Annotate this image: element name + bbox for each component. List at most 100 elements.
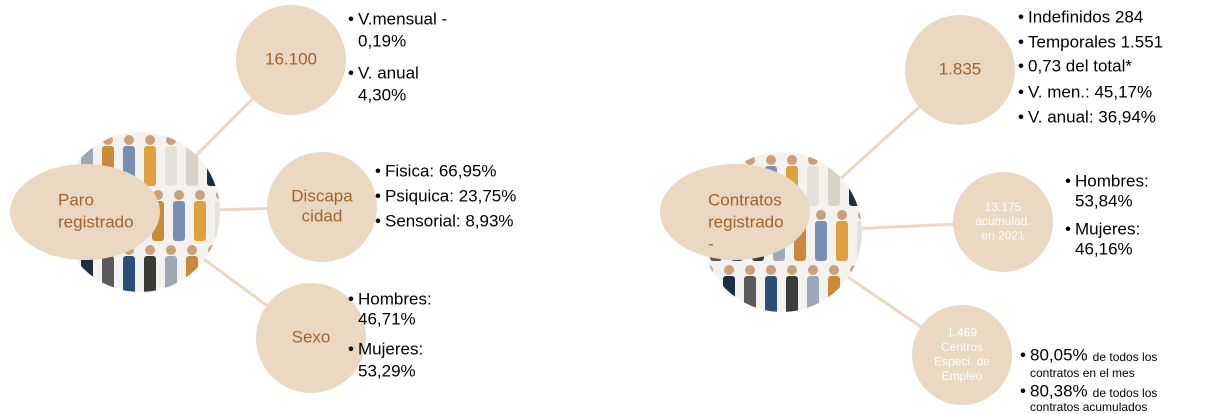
node-label: acumulad. <box>975 214 1030 228</box>
figure-head <box>195 190 205 200</box>
figure-head <box>850 265 860 275</box>
bullet-dot: • <box>348 9 354 28</box>
figure-body <box>144 146 156 186</box>
bullet-text: Fisica: 66,95% <box>385 161 497 180</box>
bullet-text: contratos acumulados <box>1030 400 1147 414</box>
figure-body <box>173 201 185 241</box>
figure-head <box>124 135 134 145</box>
bullet-text: 0,73 del total* <box>1028 56 1132 75</box>
bullet-dot: • <box>375 161 381 180</box>
figure-head <box>61 135 71 145</box>
node-label: Discapa <box>291 186 353 205</box>
figure-head <box>745 265 755 275</box>
figure-head <box>208 245 218 255</box>
figure-body <box>165 146 177 186</box>
bullet-text: 0,19% <box>358 31 406 50</box>
bullet-text: de todos los <box>1093 350 1158 364</box>
bullet-dot: • <box>375 211 381 230</box>
bullet-dot: • <box>1018 56 1024 75</box>
figure-body <box>186 256 198 296</box>
figure-head <box>187 245 197 255</box>
hub-label: Contratos <box>708 190 782 209</box>
figure-head <box>103 135 113 145</box>
node-label: Empleo <box>942 369 983 383</box>
figure-body <box>194 201 206 241</box>
figure-head <box>166 135 176 145</box>
figure-body <box>60 256 72 296</box>
figure-head <box>724 155 734 165</box>
figure-head <box>703 265 713 275</box>
bullet-text: 46,71% <box>358 309 416 328</box>
hub-label: - <box>708 234 714 253</box>
figure-body <box>807 276 819 316</box>
bullet-text: Mujeres: <box>358 339 423 358</box>
figure-body <box>702 276 714 316</box>
figure-body <box>207 146 219 186</box>
bullet-text: V. anual <box>358 63 419 82</box>
figure-body <box>165 256 177 296</box>
figure-head <box>745 155 755 165</box>
bullet-dot: • <box>1018 107 1024 126</box>
figure-body <box>836 221 848 261</box>
figure-head <box>82 135 92 145</box>
figure-head <box>145 245 155 255</box>
bullet-text: V. men.: 45,17% <box>1028 82 1152 101</box>
bullet-text: V.mensual - <box>358 9 447 28</box>
bullet-dot: • <box>1018 7 1024 26</box>
figure-head <box>837 210 847 220</box>
figure-body <box>81 256 93 296</box>
figure-body <box>723 276 735 316</box>
bullet-dot: • <box>1065 219 1071 238</box>
figure-head <box>766 265 776 275</box>
node-label: cidad <box>302 207 343 226</box>
figure-head <box>829 265 839 275</box>
bullet-text: Mujeres: <box>1075 219 1140 238</box>
node-label: Especi. de <box>934 354 990 368</box>
figure-body <box>786 276 798 316</box>
bullet-text: 46,16% <box>1075 239 1133 258</box>
bullet-dot: • <box>1018 82 1024 101</box>
figure-head <box>724 265 734 275</box>
figure-body <box>828 276 840 316</box>
bullet-text: 53,29% <box>358 361 416 380</box>
figure-head <box>703 155 713 165</box>
figure-head <box>145 135 155 145</box>
figure-body <box>828 166 840 206</box>
bullet-dot: • <box>1065 171 1071 190</box>
figure-body <box>849 166 861 206</box>
figure-body <box>186 146 198 186</box>
node-label: en 2021 <box>981 229 1025 243</box>
figure-head <box>787 155 797 165</box>
figure-body <box>807 166 819 206</box>
bullet-text: V. anual: 36,94% <box>1028 107 1156 126</box>
bullet-text: Sensorial: 8,93% <box>385 211 514 230</box>
bullet-text: Hombres: <box>358 289 432 308</box>
bullet-text: Indefinidos 284 <box>1028 7 1143 26</box>
node-label: 13.175 <box>985 200 1022 214</box>
bullet-dot: • <box>1018 32 1024 51</box>
bullet-dot: • <box>1020 381 1026 400</box>
figure-head <box>787 265 797 275</box>
node-label: Sexo <box>292 327 331 346</box>
figure-body <box>815 221 827 261</box>
figure-head <box>808 155 818 165</box>
figure-body <box>765 276 777 316</box>
bullet-text: 53,84% <box>1075 191 1133 210</box>
bullet-text: de todos los <box>1093 386 1158 400</box>
bullet-value: 80,05% <box>1030 345 1088 364</box>
node-label: 16.100 <box>265 49 317 68</box>
bullet-dot: • <box>348 339 354 358</box>
bullet-text: 4,30% <box>358 85 406 104</box>
bullet-dot: • <box>348 63 354 82</box>
node-label: 1.835 <box>939 59 982 78</box>
bullet-text: Psiquica: 23,75% <box>385 186 516 205</box>
node-label: Centros <box>941 340 983 354</box>
bullet-dot: • <box>375 186 381 205</box>
figure-head <box>858 210 868 220</box>
hub-label: registrado <box>708 212 784 231</box>
bullet-text: Temporales 1.551 <box>1028 32 1163 51</box>
figure-head <box>808 265 818 275</box>
figure-head <box>816 210 826 220</box>
figure-body <box>123 256 135 296</box>
figure-body <box>102 256 114 296</box>
